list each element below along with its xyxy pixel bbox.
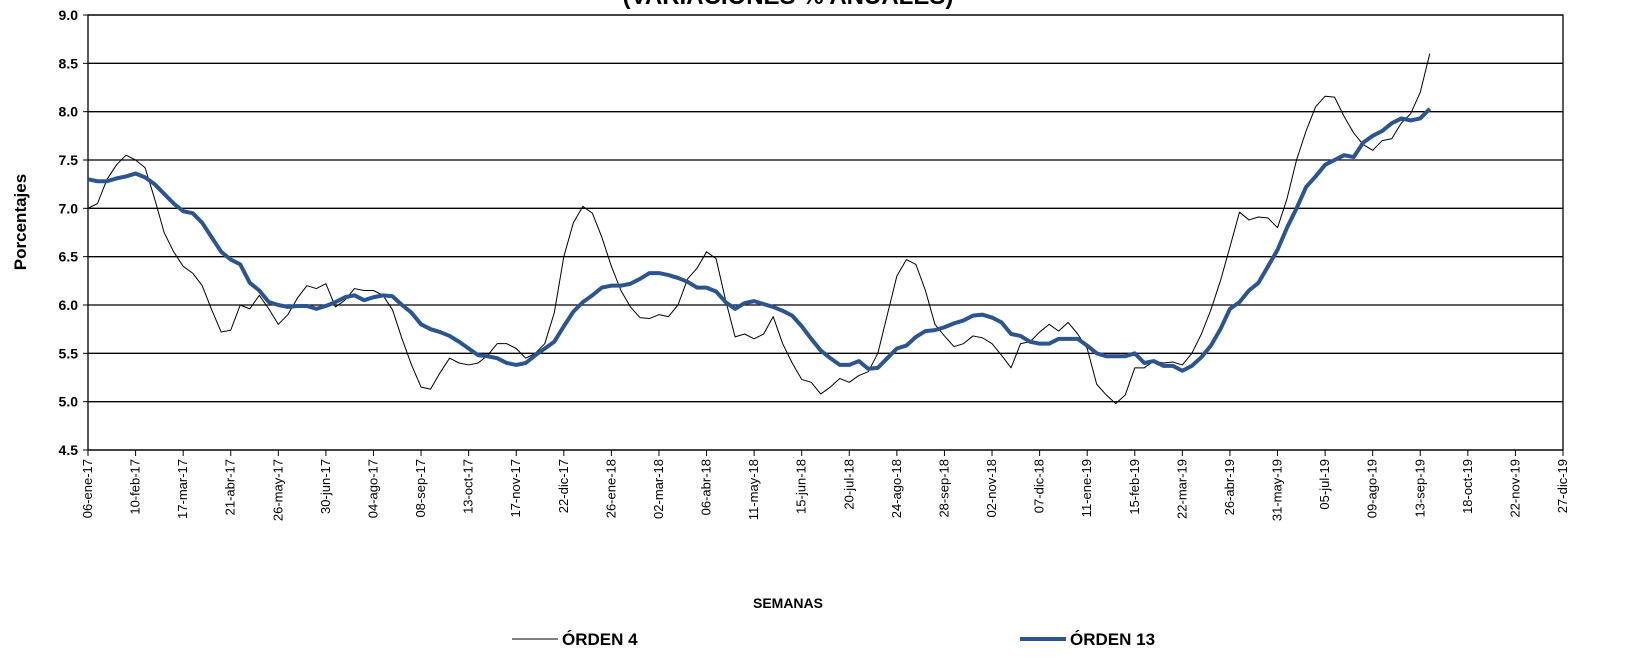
x-tick-label: 02-nov-18 [984,459,999,518]
x-tick-label: 06-ene-17 [80,459,95,518]
x-tick-label: 13-oct-17 [461,459,476,514]
x-tick-label: 17-nov-17 [508,459,523,518]
y-tick-label: 7.5 [59,152,79,168]
x-tick-label: 28-sep-18 [936,459,951,518]
y-tick-label: 4.5 [59,442,79,458]
y-tick-label: 8.0 [59,104,79,120]
x-tick-label: 22-mar-19 [1174,459,1189,519]
x-tick-label: 05-jul-19 [1317,459,1332,510]
x-tick-label: 18-oct-19 [1460,459,1475,514]
x-axis-label: SEMANAS [753,595,823,611]
x-tick-label: 24-ago-18 [889,459,904,518]
x-tick-label: 26-may-17 [270,459,285,521]
legend-label: ÓRDEN 4 [562,630,638,649]
x-tick-label: 22-nov-19 [1507,459,1522,518]
y-tick-label: 6.0 [59,297,79,313]
x-tick-label: 15-feb-19 [1127,459,1142,515]
x-tick-label: 15-jun-18 [794,459,809,514]
y-tick-label: 9.0 [59,7,79,23]
x-tick-label: 11-may-18 [746,459,761,520]
x-tick-label: 21-abr-17 [223,459,238,515]
x-tick-label: 31-may-19 [1270,459,1285,521]
x-tick-label: 10-feb-17 [128,459,143,515]
x-tick-label: 04-ago-17 [365,459,380,518]
x-tick-label: 22-dic-17 [556,459,571,513]
x-tick-label: 26-ene-18 [603,459,618,518]
y-tick-label: 5.5 [59,345,79,361]
x-tick-label: 09-ago-19 [1365,459,1380,518]
x-tick-label: 07-dic-18 [1032,459,1047,513]
y-tick-label: 5.0 [59,394,79,410]
x-tick-label: 27-dic-19 [1555,459,1570,513]
x-tick-label: 20-jul-18 [841,459,856,510]
y-axis-label: Porcentajes [11,174,30,270]
x-tick-label: 06-abr-18 [699,459,714,515]
legend-label: ÓRDEN 13 [1070,630,1155,649]
x-tick-label: 30-jun-17 [318,459,333,514]
series-line [87,53,1431,405]
series-line [87,107,1432,373]
x-tick-label: 02-mar-18 [651,459,666,519]
x-tick-label: 26-abr-19 [1222,459,1237,515]
plot-frame [87,14,1564,451]
x-tick-label: 11-ene-19 [1079,459,1094,517]
x-tick-label: 08-sep-17 [413,459,428,518]
chart-title: (VARIACIONES % ANUALES) [623,0,954,10]
y-tick-label: 6.5 [59,249,79,265]
y-tick-label: 8.5 [59,55,79,71]
x-tick-label: 13-sep-19 [1412,459,1427,518]
y-tick-label: 7.0 [59,200,79,216]
x-tick-label: 17-mar-17 [175,459,190,519]
